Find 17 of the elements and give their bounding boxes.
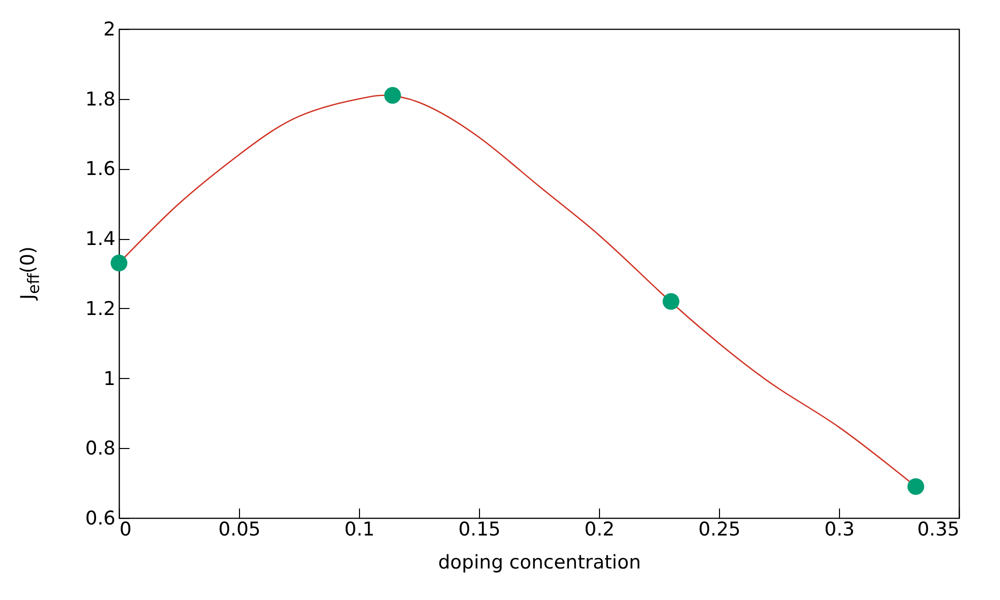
- y-tick-label: 1: [103, 368, 116, 390]
- y-tick-label: 1.6: [85, 158, 116, 180]
- y-tick-label: 0.8: [85, 438, 116, 460]
- x-axis-title: doping concentration: [438, 552, 641, 574]
- y-tick-label: 1.2: [85, 298, 116, 320]
- x-tick-label: 0.2: [584, 518, 615, 540]
- y-tick-label: 0.6: [85, 508, 116, 530]
- x-tick-label: 0.3: [824, 518, 855, 540]
- y-tick-label: 1.4: [85, 228, 116, 250]
- x-tick-label: 0.05: [218, 518, 261, 540]
- y-tick-label: 2: [103, 18, 116, 40]
- y-tick-label: 1.8: [85, 88, 116, 110]
- x-tick-label: 0: [120, 518, 132, 540]
- x-tick-label: 0.35: [917, 518, 960, 540]
- x-tick-label: 0.15: [458, 518, 501, 540]
- x-tick-label: 0.1: [344, 518, 375, 540]
- x-tick-label: 0.25: [698, 518, 741, 540]
